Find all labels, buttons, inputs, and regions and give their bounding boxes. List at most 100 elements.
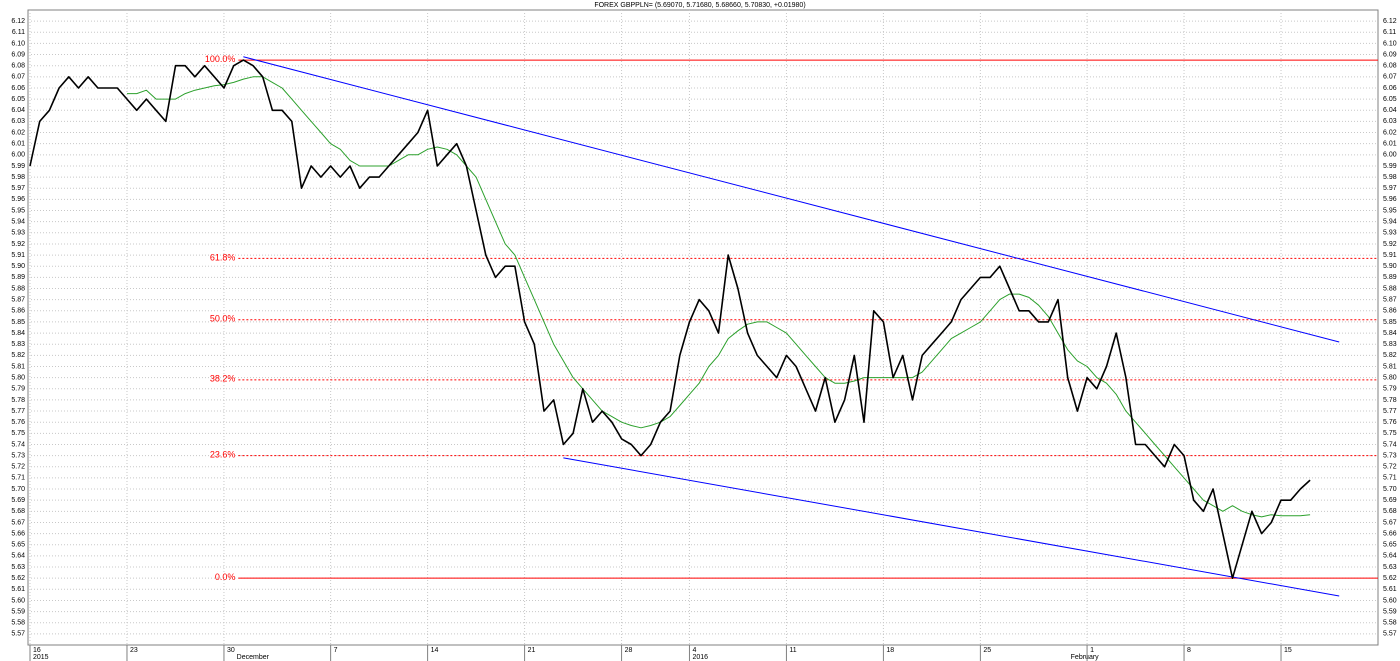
x-tick-label: 16 xyxy=(33,647,41,654)
trendline xyxy=(563,457,1340,597)
y-tick-label-right: 5.79 xyxy=(1383,386,1397,393)
x-sub-label: February xyxy=(1071,654,1100,661)
series-line xyxy=(29,59,1311,579)
y-tick-label: 5.65 xyxy=(11,542,25,549)
y-tick-label-right: 5.66 xyxy=(1383,530,1397,537)
y-tick-label: 5.63 xyxy=(11,564,25,571)
y-tick-label-right: 5.71 xyxy=(1383,475,1397,482)
x-tick-label: 7 xyxy=(334,647,338,654)
y-tick-label-right: 6.03 xyxy=(1383,118,1397,125)
y-tick-label: 5.80 xyxy=(11,374,25,381)
y-tick-label-right: 5.62 xyxy=(1383,575,1397,582)
y-tick-label: 5.92 xyxy=(11,241,25,248)
y-tick-label: 5.85 xyxy=(11,319,25,326)
y-tick-label-right: 6.02 xyxy=(1383,129,1397,136)
y-tick-label-right: 6.06 xyxy=(1383,85,1397,92)
y-tick-label-right: 5.99 xyxy=(1383,163,1397,170)
x-tick-label: 30 xyxy=(227,647,235,654)
y-tick-label-right: 5.90 xyxy=(1383,263,1397,270)
y-tick-label-right: 5.85 xyxy=(1383,319,1397,326)
x-sub-label: 2016 xyxy=(692,654,708,661)
chart-title: FOREX GBPPLN= (5.69070, 5.71680, 5.68660… xyxy=(594,2,805,9)
y-tick-label: 6.01 xyxy=(11,141,25,148)
y-tick-label: 5.75 xyxy=(11,430,25,437)
y-tick-label-right: 5.97 xyxy=(1383,185,1397,192)
y-tick-label: 6.06 xyxy=(11,85,25,92)
x-tick-label: 28 xyxy=(625,647,633,654)
y-tick-label: 6.07 xyxy=(11,74,25,81)
y-tick-label-right: 5.70 xyxy=(1383,486,1397,493)
y-tick-label: 6.03 xyxy=(11,118,25,125)
y-tick-label: 5.67 xyxy=(11,519,25,526)
trendline xyxy=(243,56,1340,343)
fib-label: 50.0% xyxy=(210,314,236,324)
y-tick-label-right: 5.76 xyxy=(1383,419,1397,426)
y-tick-label: 5.87 xyxy=(11,296,25,303)
y-tick-label: 5.66 xyxy=(11,530,25,537)
y-tick-label: 5.71 xyxy=(11,475,25,482)
y-tick-label-right: 5.96 xyxy=(1383,196,1397,203)
y-tick-label-right: 5.61 xyxy=(1383,586,1397,593)
y-tick-label: 5.72 xyxy=(11,464,25,471)
y-tick-label: 5.70 xyxy=(11,486,25,493)
y-tick-label: 5.78 xyxy=(11,397,25,404)
y-tick-label-right: 5.88 xyxy=(1383,285,1397,292)
y-tick-label: 5.86 xyxy=(11,308,25,315)
y-tick-label: 5.79 xyxy=(11,386,25,393)
y-tick-label: 5.68 xyxy=(11,508,25,515)
y-tick-label: 5.96 xyxy=(11,196,25,203)
plot-frame xyxy=(27,9,1379,646)
y-tick-label: 5.60 xyxy=(11,597,25,604)
y-tick-label-right: 5.89 xyxy=(1383,274,1397,281)
y-tick-label-right: 6.09 xyxy=(1383,51,1397,58)
y-tick-label: 5.77 xyxy=(11,408,25,415)
y-tick-label-right: 5.75 xyxy=(1383,430,1397,437)
x-tick-label: 8 xyxy=(1187,647,1191,654)
y-tick-label: 5.90 xyxy=(11,263,25,270)
y-tick-label: 5.83 xyxy=(11,341,25,348)
x-tick-label: 25 xyxy=(983,647,991,654)
fib-label: 100.0% xyxy=(205,54,236,64)
y-tick-label-right: 5.74 xyxy=(1383,441,1397,448)
y-tick-label: 5.59 xyxy=(11,608,25,615)
x-tick-label: 14 xyxy=(431,647,439,654)
y-tick-label: 6.00 xyxy=(11,152,25,159)
x-tick-label: 23 xyxy=(130,647,138,654)
y-tick-label-right: 6.05 xyxy=(1383,96,1397,103)
y-tick-label: 5.74 xyxy=(11,441,25,448)
y-tick-label-right: 5.80 xyxy=(1383,374,1397,381)
y-tick-label-right: 5.86 xyxy=(1383,308,1397,315)
y-tick-label-right: 5.82 xyxy=(1383,352,1397,359)
y-tick-label: 5.62 xyxy=(11,575,25,582)
y-tick-label: 5.99 xyxy=(11,163,25,170)
y-tick-label-right: 5.72 xyxy=(1383,464,1397,471)
y-tick-label-right: 5.65 xyxy=(1383,542,1397,549)
y-tick-label: 5.73 xyxy=(11,452,25,459)
x-tick-label: 11 xyxy=(789,647,796,654)
y-tick-label-right: 5.69 xyxy=(1383,497,1397,504)
y-tick-label-right: 5.60 xyxy=(1383,597,1397,604)
y-tick-label-right: 6.07 xyxy=(1383,74,1397,81)
y-tick-label: 5.57 xyxy=(11,631,25,638)
y-tick-label-right: 6.04 xyxy=(1383,107,1397,114)
x-tick-label: 15 xyxy=(1284,647,1292,654)
y-tick-label-right: 5.91 xyxy=(1383,252,1397,259)
y-tick-label: 5.82 xyxy=(11,352,25,359)
y-tick-label-right: 5.92 xyxy=(1383,241,1397,248)
y-tick-label-right: 5.81 xyxy=(1383,363,1397,370)
fib-label: 61.8% xyxy=(210,252,236,262)
y-tick-label: 5.95 xyxy=(11,207,25,214)
x-tick-label: 18 xyxy=(886,647,894,654)
y-tick-label-right: 5.83 xyxy=(1383,341,1397,348)
y-tick-label: 5.89 xyxy=(11,274,25,281)
fib-label: 23.6% xyxy=(210,449,236,459)
y-tick-label-right: 5.87 xyxy=(1383,296,1397,303)
y-tick-label-right: 5.77 xyxy=(1383,408,1397,415)
y-tick-label: 5.94 xyxy=(11,219,25,226)
y-tick-label: 5.58 xyxy=(11,620,25,627)
y-tick-label: 5.84 xyxy=(11,330,25,337)
y-tick-label-right: 5.84 xyxy=(1383,330,1397,337)
y-tick-label: 5.88 xyxy=(11,285,25,292)
y-tick-label-right: 5.64 xyxy=(1383,553,1397,560)
